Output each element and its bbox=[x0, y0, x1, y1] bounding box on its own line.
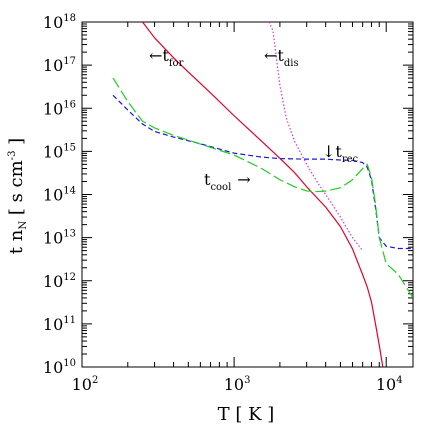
x-tick-label: 104 bbox=[376, 375, 403, 394]
x-axis-label: T [ K ] bbox=[218, 404, 275, 425]
y-tick-label: 1018 bbox=[43, 13, 76, 32]
series-line-t-for bbox=[142, 22, 384, 367]
series-line-t-rec bbox=[112, 94, 413, 250]
y-tick-label: 1015 bbox=[43, 142, 76, 161]
y-tick-label: 1014 bbox=[43, 186, 76, 205]
series-line-t-dis bbox=[268, 22, 364, 251]
tick-labels: 102 103 104 1010 1011 1012 1013 1014 1015 1016 101… bbox=[43, 13, 403, 394]
annotation-t-rec: ↓trec bbox=[322, 142, 359, 165]
y-tick-label: 1011 bbox=[43, 315, 76, 334]
series-line-t-cool bbox=[112, 77, 413, 299]
y-tick-label: 1010 bbox=[43, 358, 76, 377]
annotation-t-for: ←tfor bbox=[149, 46, 184, 69]
y-tick-label: 1013 bbox=[43, 229, 76, 248]
y-tick-label: 1016 bbox=[43, 99, 76, 118]
x-tick-label: 103 bbox=[224, 375, 251, 394]
annotation-t-cool: tcool → bbox=[204, 170, 251, 193]
y-axis-label: t nN [ s cm-3 ] bbox=[6, 138, 29, 254]
y-tick-label: 1012 bbox=[43, 272, 76, 291]
plot-frame bbox=[81, 21, 414, 368]
series-lines bbox=[112, 22, 413, 367]
x-tick-label: 102 bbox=[72, 375, 99, 394]
annotation-t-dis: ←tdis bbox=[264, 46, 299, 69]
y-tick-label: 1017 bbox=[43, 56, 76, 75]
axis-ticks bbox=[81, 21, 413, 368]
